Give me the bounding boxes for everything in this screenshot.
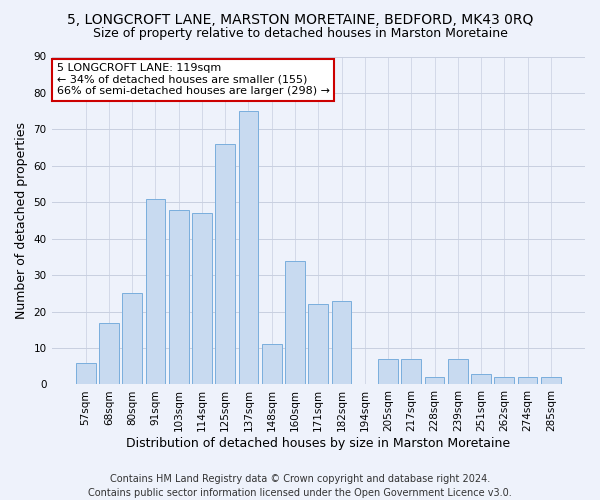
Bar	[332, 300, 352, 384]
Bar	[122, 294, 142, 384]
Text: Size of property relative to detached houses in Marston Moretaine: Size of property relative to detached ho…	[92, 28, 508, 40]
Bar	[285, 260, 305, 384]
Y-axis label: Number of detached properties: Number of detached properties	[15, 122, 28, 319]
Bar	[378, 359, 398, 384]
Text: 5, LONGCROFT LANE, MARSTON MORETAINE, BEDFORD, MK43 0RQ: 5, LONGCROFT LANE, MARSTON MORETAINE, BE…	[67, 12, 533, 26]
Bar	[215, 144, 235, 384]
Bar	[262, 344, 281, 385]
Bar	[518, 377, 538, 384]
Bar	[541, 377, 561, 384]
Text: 5 LONGCROFT LANE: 119sqm
← 34% of detached houses are smaller (155)
66% of semi-: 5 LONGCROFT LANE: 119sqm ← 34% of detach…	[57, 63, 330, 96]
Text: Contains HM Land Registry data © Crown copyright and database right 2024.
Contai: Contains HM Land Registry data © Crown c…	[88, 474, 512, 498]
Bar	[471, 374, 491, 384]
Bar	[448, 359, 468, 384]
Bar	[169, 210, 188, 384]
Bar	[146, 198, 166, 384]
Bar	[425, 377, 445, 384]
Bar	[308, 304, 328, 384]
Bar	[99, 322, 119, 384]
Bar	[192, 213, 212, 384]
Bar	[494, 377, 514, 384]
Bar	[76, 362, 95, 384]
Bar	[401, 359, 421, 384]
Bar	[239, 111, 259, 384]
X-axis label: Distribution of detached houses by size in Marston Moretaine: Distribution of detached houses by size …	[126, 437, 511, 450]
